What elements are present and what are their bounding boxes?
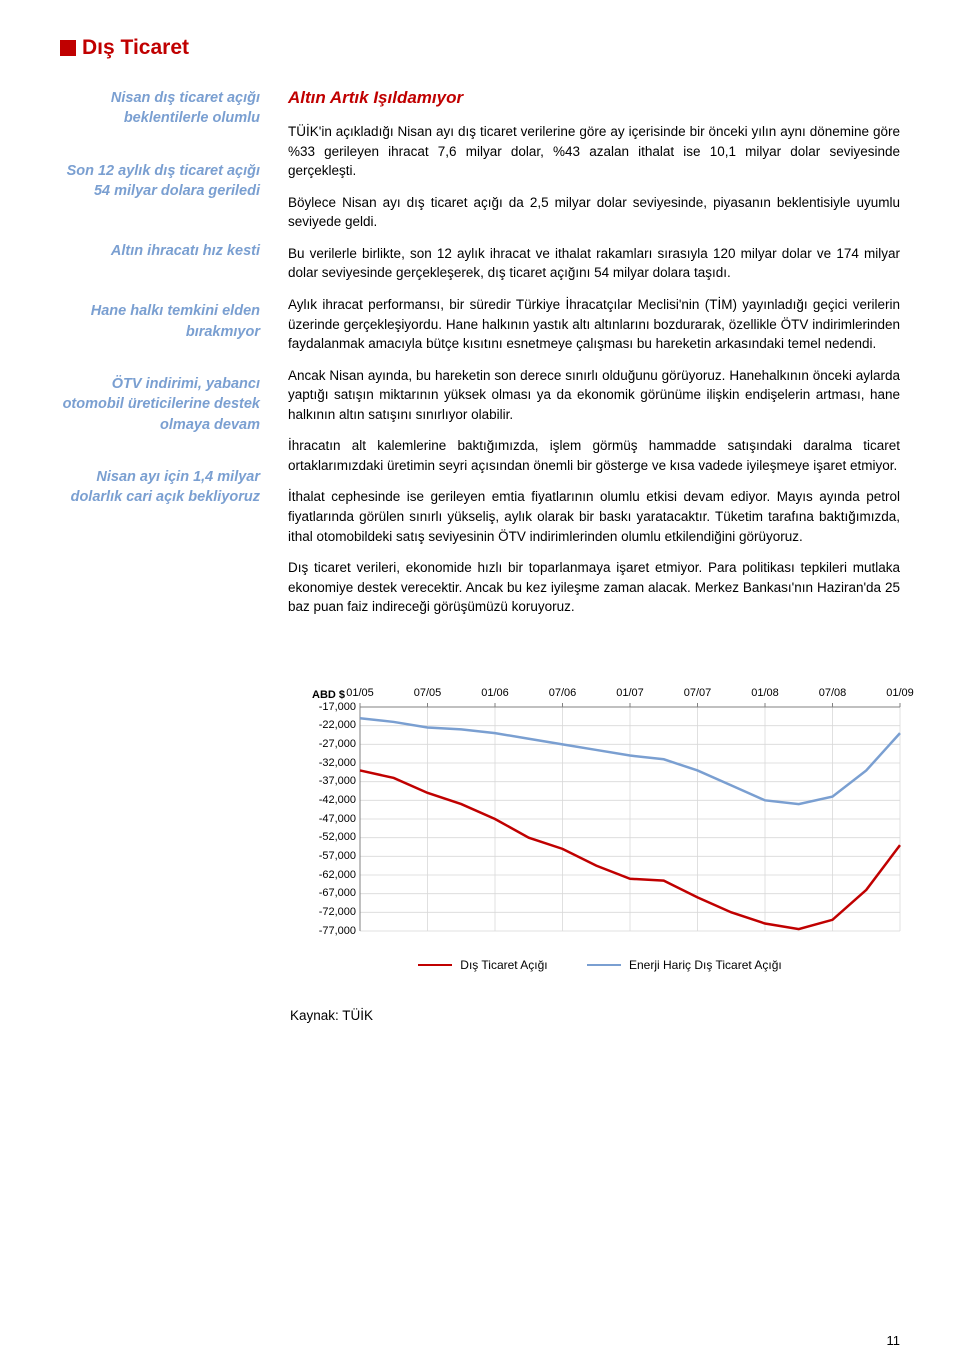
x-axis-label: 07/05	[414, 687, 442, 699]
x-axis-label: 07/06	[549, 687, 577, 699]
y-axis-label: -77,000	[296, 925, 356, 937]
sidebar-callout: Son 12 aylık dış ticaret açığı 54 milyar…	[60, 161, 260, 202]
content-row: Nisan dış ticaret açığı beklentilerle ol…	[60, 88, 900, 629]
legend-label: Enerji Hariç Dış Ticaret Açığı	[629, 958, 782, 972]
x-axis-label: 01/06	[481, 687, 509, 699]
chart-source: Kaynak: TÜİK	[290, 1008, 900, 1023]
legend-swatch-icon	[418, 964, 452, 966]
y-axis-title: ABD $	[312, 689, 345, 701]
main-column: Altın Artık Işıldamıyor TÜİK'in açıkladı…	[288, 88, 900, 629]
legend-swatch-icon	[587, 964, 621, 966]
x-axis-label: 01/05	[346, 687, 374, 699]
y-axis-label: -22,000	[296, 719, 356, 731]
chart-legend: Dış Ticaret Açığı Enerji Hariç Dış Ticar…	[290, 955, 910, 972]
paragraph: İhracatın alt kalemlerine baktığımızda, …	[288, 436, 900, 475]
sidebar-callout: Nisan ayı için 1,4 milyar dolarlık cari …	[60, 467, 260, 508]
y-axis-label: -17,000	[296, 701, 356, 713]
y-axis-label: -62,000	[296, 869, 356, 881]
x-axis-label: 01/08	[751, 687, 779, 699]
line-chart: 01/05 07/05 01/06 07/06 01/07 07/07 01/08 07/08…	[290, 689, 910, 949]
paragraph: İthalat cephesinde ise gerileyen emtia f…	[288, 487, 900, 546]
y-axis-label: -57,000	[296, 850, 356, 862]
section-title: Dış Ticaret	[82, 36, 189, 60]
y-axis-label: -67,000	[296, 887, 356, 899]
section-header: Dış Ticaret	[60, 36, 900, 60]
y-axis-label: -32,000	[296, 757, 356, 769]
sidebar-callout: ÖTV indirimi, yabancı otomobil üreticile…	[60, 374, 260, 435]
paragraph: Dış ticaret verileri, ekonomide hızlı bi…	[288, 558, 900, 617]
x-axis-label: 01/07	[616, 687, 644, 699]
y-axis-label: -42,000	[296, 794, 356, 806]
paragraph: TÜİK'in açıkladığı Nisan ayı dış ticaret…	[288, 122, 900, 181]
y-axis-label: -72,000	[296, 906, 356, 918]
legend-item: Dış Ticaret Açığı	[418, 958, 547, 972]
x-axis-label: 07/07	[684, 687, 712, 699]
sidebar-callout: Altın ihracatı hız kesti	[60, 241, 260, 261]
legend-label: Dış Ticaret Açığı	[460, 958, 547, 972]
y-axis-label: -47,000	[296, 813, 356, 825]
paragraph: Ancak Nisan ayında, bu hareketin son der…	[288, 366, 900, 425]
sidebar: Nisan dış ticaret açığı beklentilerle ol…	[60, 88, 260, 629]
y-axis-label: -52,000	[296, 831, 356, 843]
legend-item: Enerji Hariç Dış Ticaret Açığı	[587, 958, 782, 972]
x-axis-label: 01/09	[886, 687, 914, 699]
page-number: 11	[887, 1333, 901, 1348]
x-axis-label: 07/08	[819, 687, 847, 699]
paragraph: Böylece Nisan ayı dış ticaret açığı da 2…	[288, 193, 900, 232]
paragraph: Bu verilerle birlikte, son 12 aylık ihra…	[288, 244, 900, 283]
section-marker-icon	[60, 40, 76, 56]
paragraph: Aylık ihracat performansı, bir süredir T…	[288, 295, 900, 354]
sidebar-callout: Hane halkı temkini elden bırakmıyor	[60, 301, 260, 342]
chart-container: 01/05 07/05 01/06 07/06 01/07 07/07 01/08 07/08…	[290, 689, 910, 972]
y-axis-label: -27,000	[296, 738, 356, 750]
sidebar-callout: Nisan dış ticaret açığı beklentilerle ol…	[60, 88, 260, 129]
y-axis-label: -37,000	[296, 775, 356, 787]
article-subtitle: Altın Artık Işıldamıyor	[288, 88, 900, 108]
